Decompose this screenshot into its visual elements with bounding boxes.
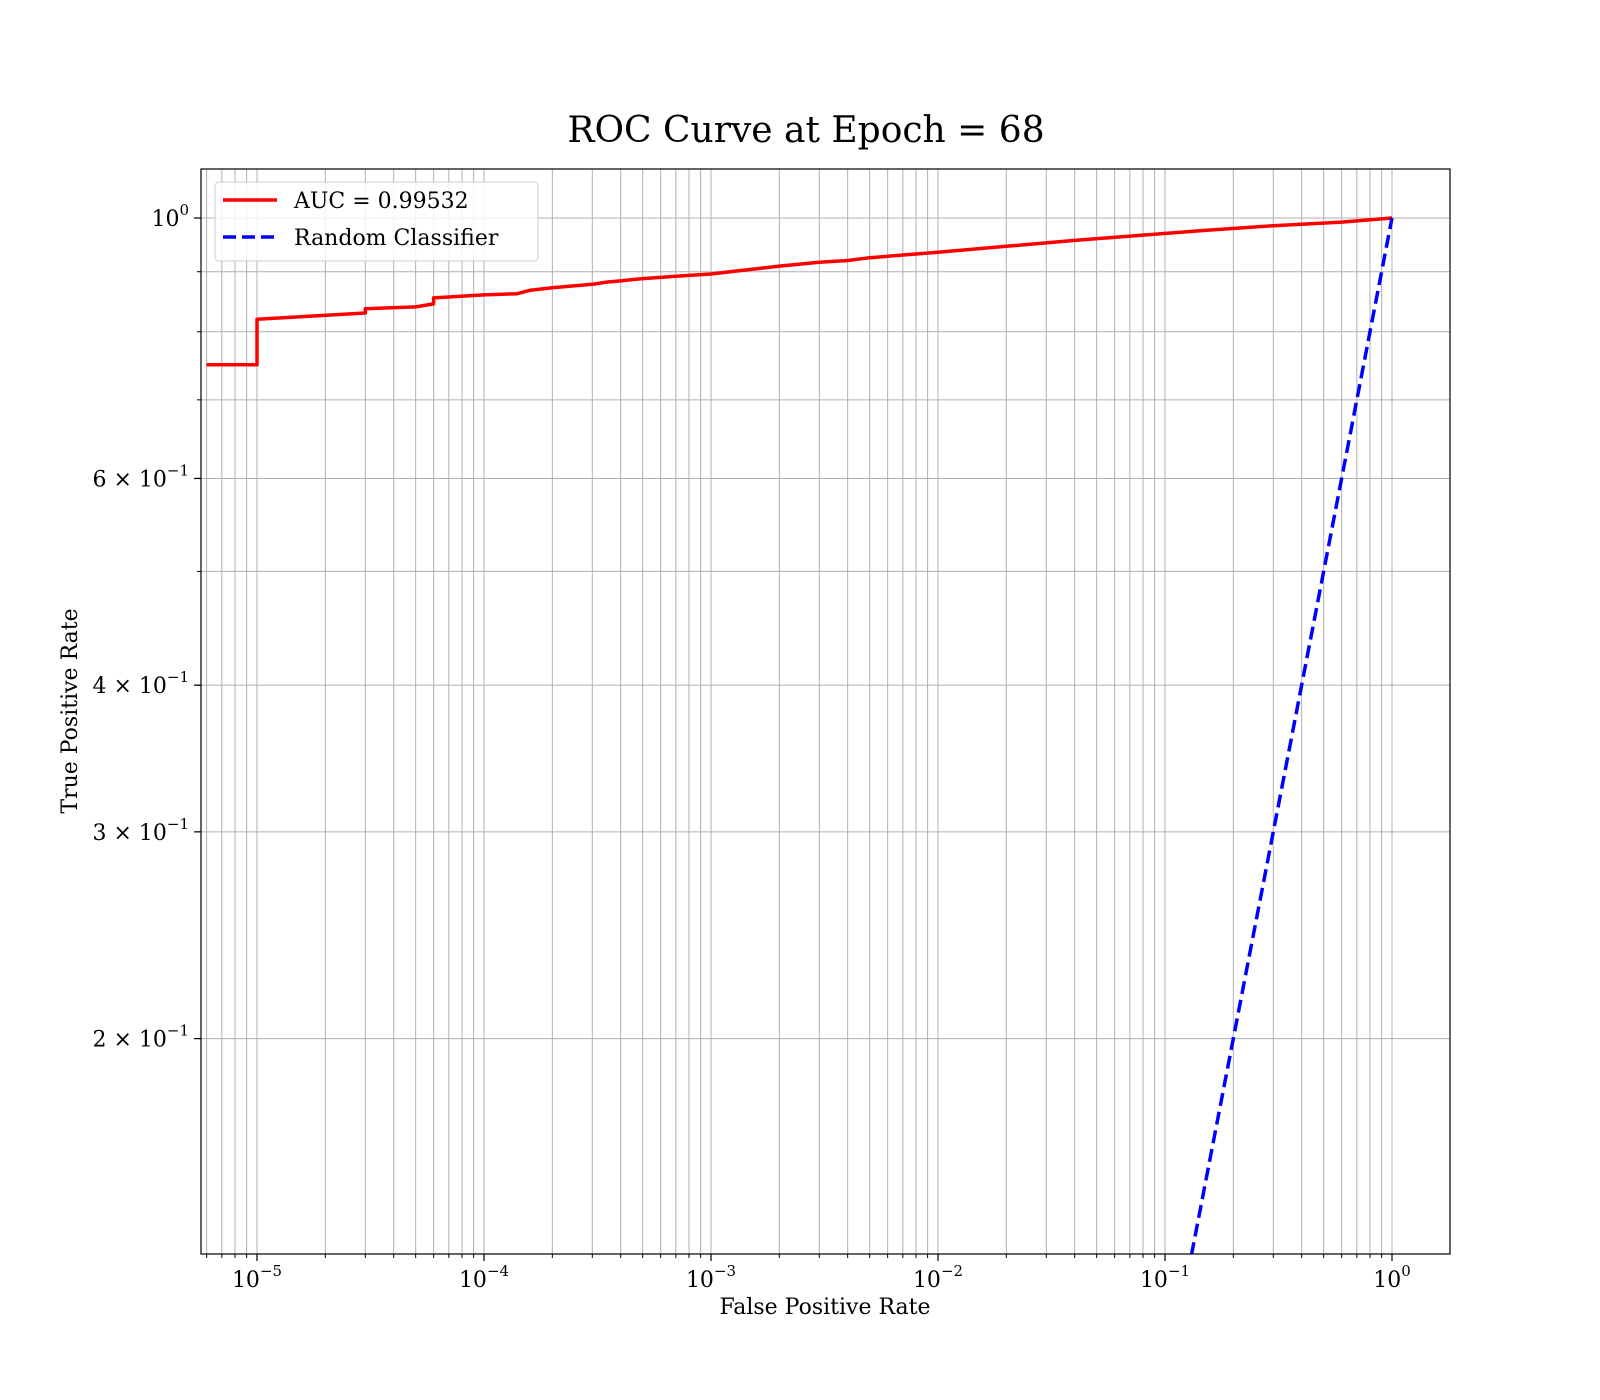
chart-title: ROC Curve at Epoch = 68 [567, 110, 1044, 151]
x-tick-label: 10−1 [1140, 1262, 1190, 1293]
series-line-random-classifier [1189, 217, 1394, 1254]
y-axis-ticks: 100 6 × 10−1 4 × 10−1 3 × 10−1 2 × 10−1 [92, 201, 201, 1053]
plot-frame [200, 168, 1451, 1255]
series-line-roc-curve [206, 216, 1393, 367]
x-tick-label: 10−5 [232, 1262, 282, 1293]
legend-label-auc: AUC = 0.99532 [293, 189, 469, 214]
y-axis-label: True Positive Rate [58, 608, 83, 813]
legend-label-random: Random Classifier [294, 226, 499, 251]
x-tick-label: 100 [1373, 1262, 1411, 1293]
x-tick-label: 10−4 [459, 1262, 509, 1293]
y-tick-label: 3 × 10−1 [92, 815, 189, 846]
grid-lines [201, 169, 1450, 1254]
y-tick-label: 100 [151, 201, 189, 232]
series-layer [206, 216, 1394, 1254]
y-tick-label: 4 × 10−1 [92, 668, 189, 699]
legend: AUC = 0.99532 Random Classifier [214, 181, 539, 262]
x-axis-ticks: 10−5 10−4 10−3 10−2 10−1 100 [206, 1254, 1411, 1293]
legend-box [214, 181, 539, 262]
y-tick-label: 6 × 10−1 [92, 461, 189, 492]
y-tick-label: 2 × 10−1 [92, 1022, 189, 1053]
x-tick-label: 10−3 [686, 1262, 736, 1293]
x-tick-label: 10−2 [913, 1262, 963, 1293]
x-axis-label: False Positive Rate [719, 1295, 930, 1320]
